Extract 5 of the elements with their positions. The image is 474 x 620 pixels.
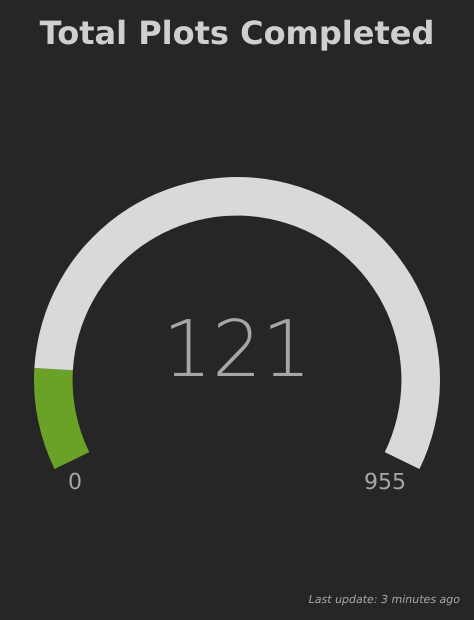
text: 121 — [162, 305, 312, 395]
chart-title: Total Plots Completed — [38, 14, 436, 52]
text: 0 — [67, 470, 83, 495]
text: 955 — [363, 470, 407, 495]
text: Last update: 3 minutes ago — [308, 593, 460, 606]
